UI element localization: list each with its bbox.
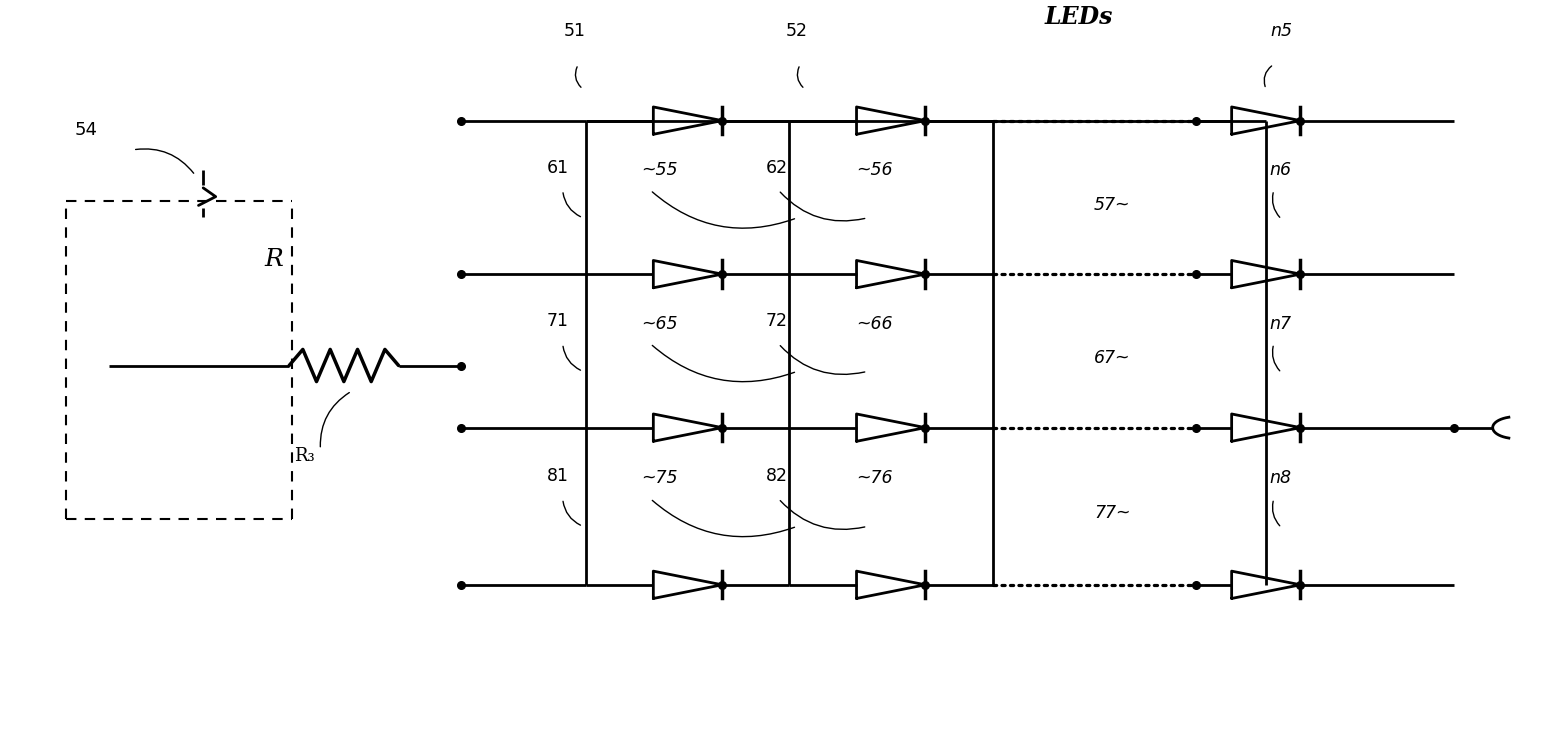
Text: R₃: R₃ [294, 447, 314, 466]
Text: 67~: 67~ [1094, 349, 1130, 367]
Text: 81: 81 [547, 466, 569, 485]
Text: n5: n5 [1271, 22, 1293, 40]
Text: ~76: ~76 [857, 469, 892, 487]
Text: 77~: 77~ [1094, 504, 1130, 522]
Text: R: R [264, 248, 283, 271]
Text: 57~: 57~ [1094, 196, 1130, 213]
Text: 61: 61 [547, 159, 569, 177]
Text: 62: 62 [766, 159, 788, 177]
Text: n6: n6 [1269, 161, 1291, 179]
Text: 51: 51 [564, 22, 586, 40]
Text: 52: 52 [786, 22, 808, 40]
Text: ~56: ~56 [857, 161, 892, 179]
Text: 54: 54 [75, 121, 98, 139]
Text: 82: 82 [766, 466, 788, 485]
Text: n8: n8 [1269, 469, 1291, 487]
Text: 72: 72 [766, 312, 788, 330]
Text: ~65: ~65 [641, 314, 677, 333]
Text: 71: 71 [547, 312, 569, 330]
Text: n7: n7 [1269, 314, 1291, 333]
Text: LEDs: LEDs [1044, 5, 1113, 29]
Text: ~66: ~66 [857, 314, 892, 333]
Text: ~55: ~55 [641, 161, 677, 179]
Text: ~75: ~75 [641, 469, 677, 487]
